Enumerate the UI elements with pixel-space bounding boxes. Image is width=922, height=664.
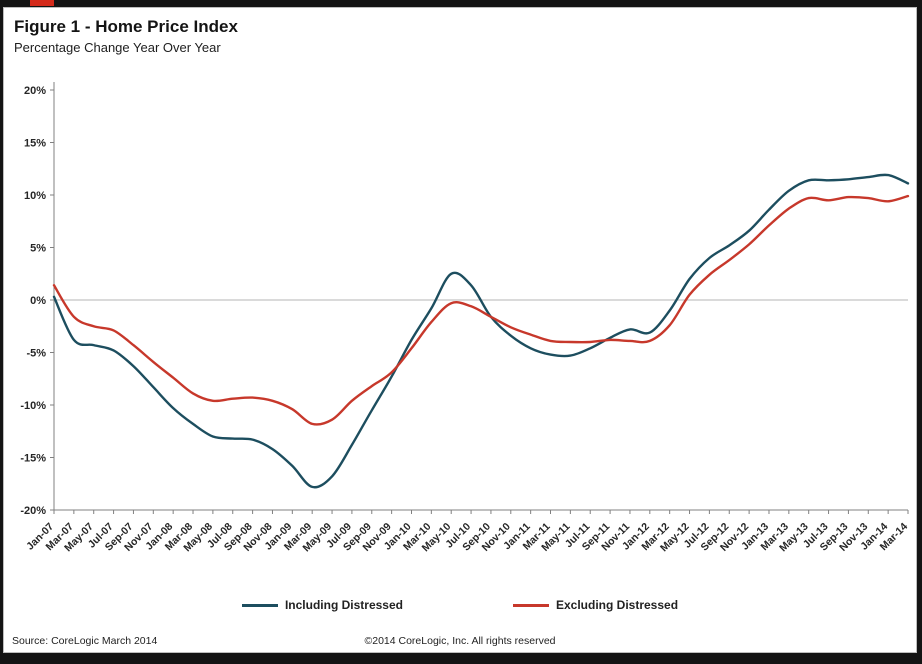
y-tick-label: 20% [24, 85, 46, 97]
source-text: Source: CoreLogic March 2014 [12, 635, 158, 647]
y-tick-label: -20% [20, 505, 46, 517]
y-tick-label: 15% [24, 138, 46, 150]
screen-artifact-red-mark [30, 0, 54, 6]
home-price-index-line-chart: 20%15%10%5%0%-5%-10%-15%-20%Jan-07Mar-07… [20, 82, 910, 554]
legend-label-excluding: Excluding Distressed [555, 598, 679, 612]
legend-item-excluding-distressed: Excluding Distressed [512, 598, 679, 612]
legend-item-including-distressed: Including Distressed [241, 598, 403, 612]
line-including-distressed [52, 173, 910, 489]
legend-line-swatch-including [241, 603, 278, 607]
line-excluding-distressed [52, 194, 910, 426]
y-tick-label: -10% [20, 400, 46, 412]
chart-title: Figure 1 - Home Price Index [14, 17, 238, 36]
y-tick-label: 10% [24, 190, 46, 202]
legend-line-swatch-excluding [512, 603, 549, 607]
chart-legend: Including Distressed Excluding Distresse… [4, 598, 916, 612]
y-tick-label: -5% [26, 348, 46, 360]
chart-footer: Source: CoreLogic March 2014 ©2014 CoreL… [4, 630, 916, 652]
legend-label-including: Including Distressed [284, 598, 403, 612]
y-tick-label: 0% [30, 295, 46, 307]
chart-subtitle: Percentage Change Year Over Year [14, 40, 221, 55]
chart-panel: Figure 1 - Home Price Index Percentage C… [3, 7, 917, 653]
y-tick-label: 5% [30, 243, 46, 255]
y-tick-label: -15% [20, 453, 46, 465]
copyright-text: ©2014 CoreLogic, Inc. All rights reserve… [364, 635, 556, 647]
